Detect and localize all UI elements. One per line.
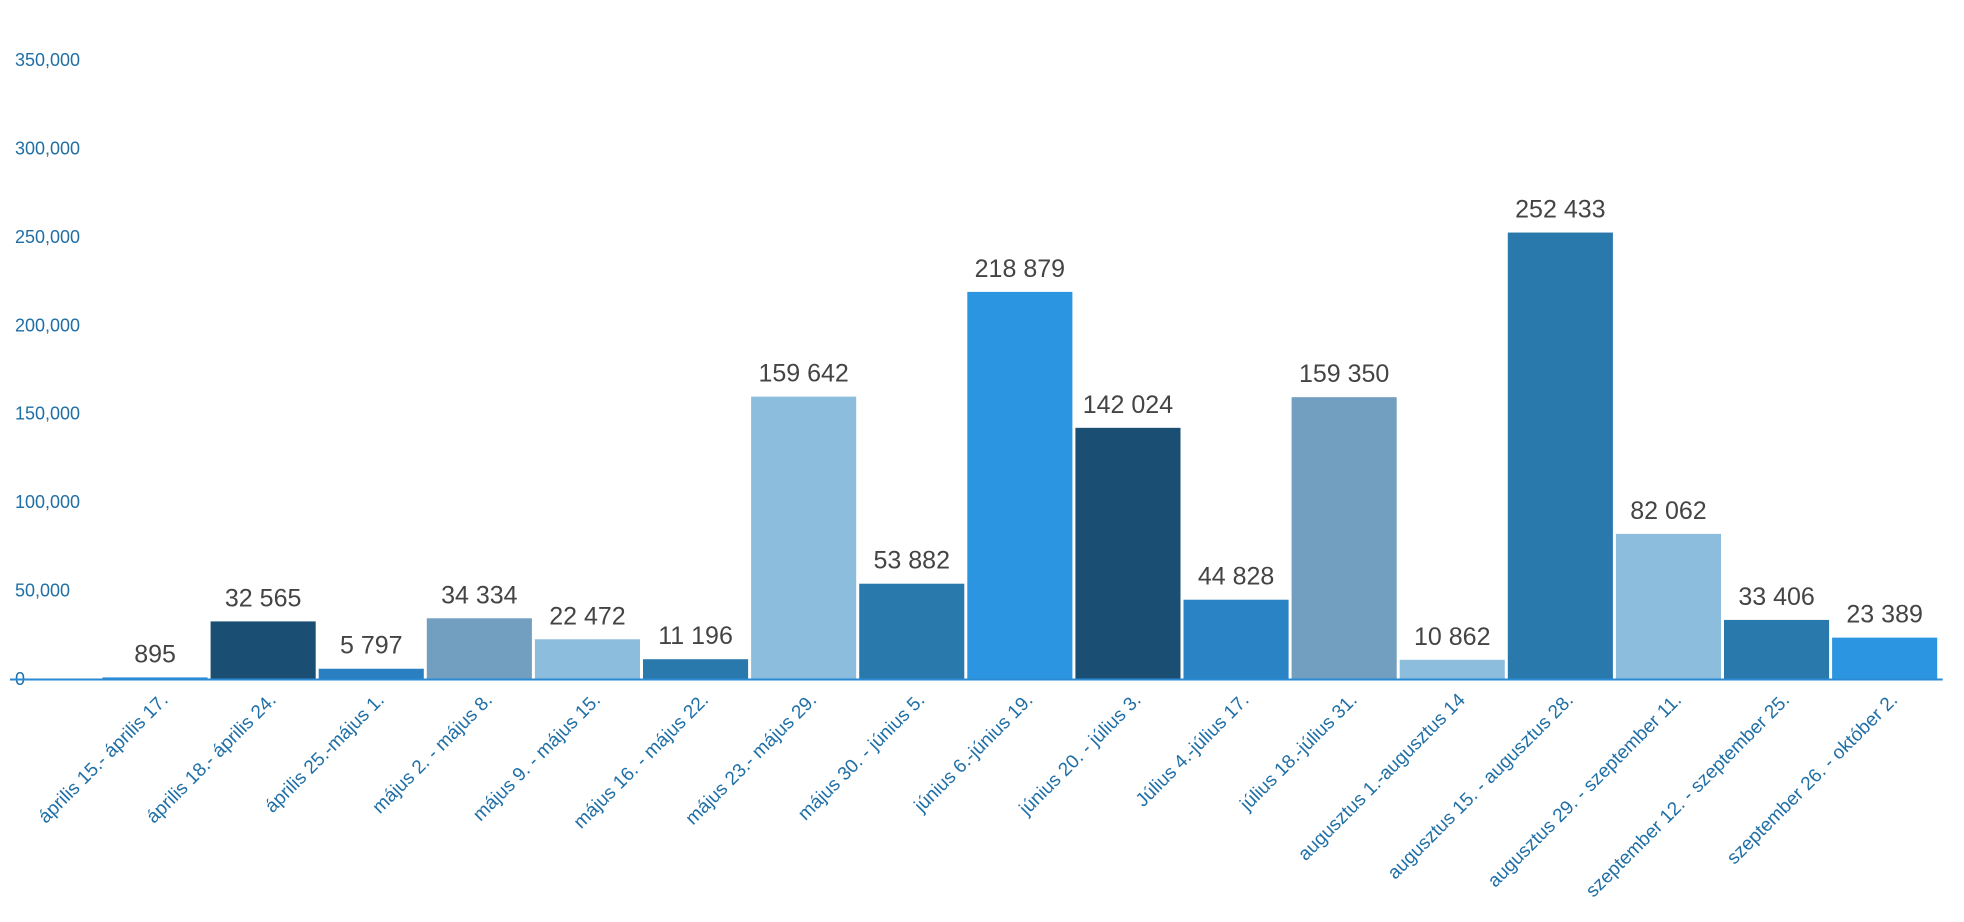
bars-group <box>102 232 1938 680</box>
x-tick-label: június 6.-június 19. <box>910 690 1038 818</box>
bar[interactable] <box>1507 232 1613 680</box>
data-label: 142 024 <box>1083 391 1173 419</box>
bar[interactable] <box>1183 599 1289 679</box>
y-axis: 050,000100,000150,000200,000250,000300,0… <box>15 50 80 689</box>
y-tick-label: 200,000 <box>15 315 80 335</box>
data-label: 32 565 <box>225 584 301 612</box>
y-tick-label: 150,000 <box>15 404 80 424</box>
bar[interactable] <box>1724 619 1830 679</box>
data-label: 10 862 <box>1414 623 1490 651</box>
bar[interactable] <box>751 396 857 679</box>
bar[interactable] <box>426 618 532 679</box>
bar[interactable] <box>318 668 424 679</box>
bar[interactable] <box>534 639 640 679</box>
x-tick-label: szeptember 12. - szeptember 25. <box>1582 690 1794 902</box>
x-tick-label: április 25.-május 1. <box>261 690 389 818</box>
x-tick-label: július 18.-július 31. <box>1236 690 1362 816</box>
y-tick-label: 100,000 <box>15 492 80 512</box>
x-tick-label: szeptember 26. - október 2. <box>1723 690 1902 869</box>
data-label: 82 062 <box>1630 497 1706 525</box>
bar[interactable] <box>1399 659 1505 679</box>
data-label: 33 406 <box>1738 583 1814 611</box>
bar[interactable] <box>1075 427 1181 679</box>
data-label: 895 <box>134 640 176 668</box>
x-tick-label: augusztus 29. - szeptember 11. <box>1484 690 1686 892</box>
y-tick-label: 50,000 <box>15 581 70 601</box>
data-label: 252 433 <box>1515 196 1605 224</box>
y-tick-label: 250,000 <box>15 227 80 247</box>
bar[interactable] <box>1291 397 1397 679</box>
bar[interactable] <box>859 583 965 679</box>
bar[interactable] <box>210 621 316 679</box>
data-label: 218 879 <box>975 255 1065 283</box>
data-label: 53 882 <box>874 547 950 575</box>
data-labels-group: 895 32 565 5 797 34 334 22 472 11 196 159 642 5… <box>134 196 1923 669</box>
data-label: 159 642 <box>758 360 848 388</box>
data-label: 22 472 <box>549 602 625 630</box>
bar[interactable] <box>102 677 208 680</box>
x-tick-label: június 20. - július 3. <box>1015 690 1146 821</box>
x-tick-label: augusztus 15. - augusztus 28. <box>1384 690 1578 884</box>
data-label: 159 350 <box>1299 360 1389 388</box>
data-label: 23 389 <box>1846 601 1922 629</box>
data-label: 44 828 <box>1198 563 1274 591</box>
data-label: 34 334 <box>441 581 518 609</box>
bar[interactable] <box>643 659 749 679</box>
y-tick-label: 300,000 <box>15 138 80 158</box>
x-tick-label: Július 4.-július 17. <box>1132 690 1254 812</box>
data-label: 5 797 <box>340 632 403 660</box>
bar[interactable] <box>1832 637 1938 679</box>
x-tick-label: május 2. - május 8. <box>369 690 497 818</box>
bar[interactable] <box>1615 533 1721 679</box>
bar[interactable] <box>967 291 1073 679</box>
y-tick-label: 350,000 <box>15 50 80 70</box>
data-label: 11 196 <box>658 622 733 650</box>
x-axis: április 15.- április 17.április 18.- ápr… <box>10 678 1943 902</box>
